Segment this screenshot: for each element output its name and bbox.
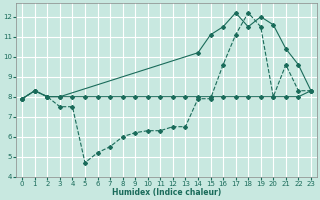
X-axis label: Humidex (Indice chaleur): Humidex (Indice chaleur) [112,188,221,197]
